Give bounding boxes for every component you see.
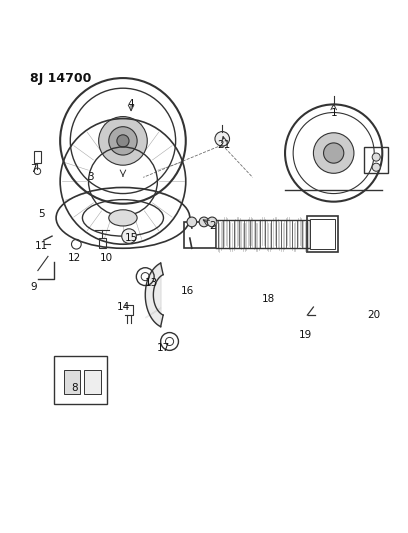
Text: 5: 5	[39, 209, 45, 219]
Circle shape	[372, 153, 380, 161]
Circle shape	[207, 217, 217, 227]
Bar	[99, 238, 106, 248]
Circle shape	[109, 127, 137, 155]
Text: 12: 12	[68, 253, 81, 263]
Bar	[54, 356, 107, 404]
Ellipse shape	[109, 210, 137, 226]
Bar	[184, 222, 216, 248]
Text: 7: 7	[31, 164, 37, 174]
Text: 17: 17	[157, 343, 170, 352]
Circle shape	[313, 133, 354, 173]
Text: 10: 10	[100, 253, 113, 263]
Circle shape	[372, 163, 380, 171]
Circle shape	[215, 132, 230, 146]
Text: 2: 2	[209, 221, 215, 231]
Circle shape	[99, 117, 147, 165]
Text: 9: 9	[31, 282, 37, 292]
Text: 20: 20	[368, 310, 381, 320]
Bar	[64, 370, 80, 394]
Text: 19: 19	[299, 330, 312, 341]
Text: 21: 21	[217, 140, 231, 150]
Text: 13: 13	[145, 278, 158, 288]
Bar	[364, 147, 388, 173]
Text: 15: 15	[124, 233, 137, 243]
Text: 4: 4	[128, 100, 134, 109]
Text: 3: 3	[87, 172, 94, 182]
Circle shape	[117, 135, 129, 147]
Text: 8: 8	[71, 383, 78, 393]
Bar	[310, 219, 335, 249]
Text: 1: 1	[330, 108, 337, 117]
Bar	[307, 216, 338, 252]
Circle shape	[199, 217, 209, 227]
Bar	[34, 151, 41, 163]
Text: 16: 16	[181, 286, 195, 296]
Text: 18: 18	[262, 294, 275, 304]
Circle shape	[122, 229, 136, 244]
Text: 8J 14700: 8J 14700	[30, 71, 91, 85]
Bar	[84, 370, 101, 394]
Circle shape	[324, 143, 344, 163]
Circle shape	[187, 217, 197, 227]
Text: 14: 14	[116, 302, 130, 312]
Text: 11: 11	[35, 241, 49, 251]
